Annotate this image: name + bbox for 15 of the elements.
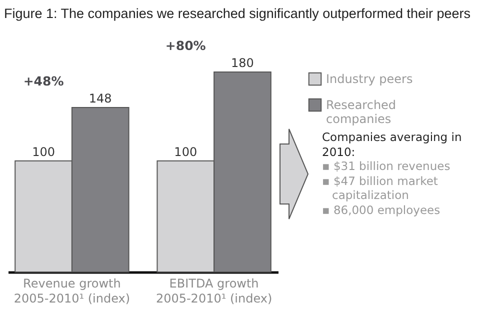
legend-label: Researched companies (326, 98, 396, 126)
text: ▪ $47 billion market capitalization (322, 174, 439, 202)
data-label: 100 (174, 144, 198, 159)
text: Companies averaging in 2010: (322, 130, 463, 159)
chart-title: Figure 1: The companies we researched significantly outperformed their peers (4, 6, 470, 21)
annotation: +48% (23, 74, 64, 89)
data-label: 180 (231, 56, 254, 70)
x-tick-label: EBITDA growth 2005-2010¹ (index) (156, 276, 272, 306)
text: ▪ 86,000 employees (322, 202, 442, 217)
data-label: 100 (32, 144, 55, 159)
legend-label: Industry peers (326, 72, 413, 86)
text: ▪ $31 billion revenues (322, 159, 452, 174)
annotation: +80% (165, 38, 206, 53)
data-label: 148 (88, 92, 112, 106)
x-tick-label: Revenue growth 2005-2010¹ (index) (14, 276, 130, 306)
